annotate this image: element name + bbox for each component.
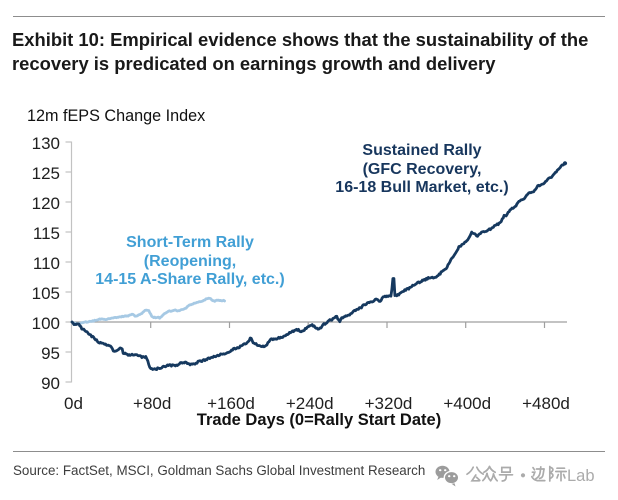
svg-text:Lab: Lab (567, 467, 595, 485)
